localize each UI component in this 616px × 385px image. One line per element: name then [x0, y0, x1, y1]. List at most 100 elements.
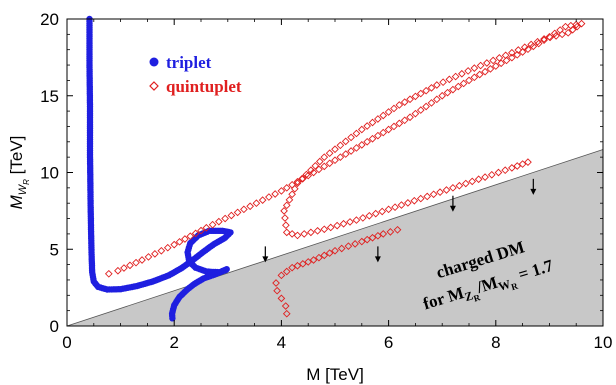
point-quintuplet [151, 250, 159, 258]
point-quintuplet [368, 118, 377, 127]
point-quintuplet [423, 192, 432, 201]
point-quintuplet [406, 95, 414, 104]
point-quintuplet [246, 202, 254, 211]
point-quintuplet [411, 92, 420, 101]
point-quintuplet [170, 240, 179, 249]
point-quintuplet [315, 253, 323, 262]
point-quintuplet [558, 30, 566, 39]
point-quintuplet [384, 108, 393, 116]
point-quintuplet [410, 196, 419, 205]
down-arrow-head [262, 256, 269, 263]
point-quintuplet [311, 162, 320, 170]
point-quintuplet [561, 22, 570, 31]
point-quintuplet [293, 261, 302, 270]
point-quintuplet [474, 175, 483, 184]
point-quintuplet [487, 170, 496, 179]
point-quintuplet [384, 125, 393, 134]
y-label-main: M [7, 194, 26, 209]
x-tick-label: 0 [62, 333, 71, 352]
point-quintuplet [363, 235, 371, 244]
point-quintuplet [374, 131, 382, 140]
point-quintuplet [352, 144, 361, 152]
point-quintuplet [347, 133, 355, 142]
point-quintuplet [357, 237, 366, 246]
point-quintuplet [325, 159, 334, 168]
point-quintuplet [573, 22, 581, 31]
point-quintuplet [309, 168, 318, 177]
point-quintuplet [481, 67, 489, 76]
point-quintuplet [208, 220, 217, 229]
point-quintuplet [393, 225, 402, 234]
point-quintuplet [281, 214, 289, 222]
down-arrow-2 [449, 195, 456, 212]
series-quintuplet [104, 19, 586, 318]
point-quintuplet [325, 149, 334, 158]
point-quintuplet [359, 214, 367, 222]
point-quintuplet [494, 168, 503, 177]
point-quintuplet [427, 84, 436, 92]
point-quintuplet [400, 116, 409, 125]
point-quintuplet [406, 113, 414, 122]
point-quintuplet [481, 173, 489, 181]
point-quintuplet [320, 153, 329, 161]
point-quintuplet [491, 62, 500, 70]
point-quintuplet [464, 67, 472, 75]
point-quintuplet [513, 50, 522, 59]
point-quintuplet [163, 243, 172, 252]
point-quintuplet [331, 246, 339, 255]
point-quintuplet [282, 221, 290, 230]
point-quintuplet [300, 230, 309, 238]
down-arrow-0 [262, 246, 269, 263]
point-quintuplet [390, 122, 398, 131]
line2-subsub: R [472, 292, 482, 304]
point-quintuplet [351, 240, 359, 248]
point-quintuplet [378, 207, 387, 216]
line2-subsub2: R [510, 281, 520, 293]
point-quintuplet [339, 219, 348, 228]
point-quintuplet [475, 70, 484, 79]
point-quintuplet [508, 53, 516, 62]
point-quintuplet [422, 102, 430, 111]
point-quintuplet [293, 179, 302, 188]
point-quintuplet [282, 228, 291, 237]
point-quintuplet [280, 207, 288, 215]
point-quintuplet [449, 85, 457, 94]
point-quintuplet [273, 286, 281, 295]
point-quintuplet [524, 45, 532, 54]
point-quintuplet [282, 201, 291, 210]
point-quintuplet [341, 150, 350, 158]
point-quintuplet [288, 190, 296, 199]
legend-marker-triplet [149, 57, 159, 67]
y-tick-label: 10 [40, 164, 59, 183]
point-quintuplet [186, 232, 195, 241]
point-quintuplet [326, 223, 335, 232]
point-quintuplet [374, 231, 382, 240]
point-quintuplet [395, 119, 404, 128]
excluded-region-boundary [66, 149, 604, 327]
point-quintuplet [508, 48, 516, 57]
point-quintuplet [288, 230, 296, 238]
point-quintuplet [461, 179, 470, 188]
point-quintuplet [302, 170, 311, 179]
point-quintuplet [304, 258, 313, 266]
point-quintuplet [411, 109, 420, 118]
arrows-layer [262, 178, 537, 263]
point-quintuplet [438, 91, 447, 100]
point-quintuplet [282, 309, 291, 318]
point-quintuplet [546, 33, 554, 42]
point-quintuplet [288, 263, 296, 272]
point-quintuplet [132, 258, 140, 267]
point-quintuplet [282, 267, 291, 276]
point-quintuplet [422, 86, 430, 95]
point-quintuplet [293, 231, 302, 240]
point-quintuplet [379, 230, 388, 238]
point-quintuplet [556, 26, 564, 34]
point-quintuplet [568, 25, 577, 34]
y-axis-label: MWR [TeV] [7, 136, 31, 210]
point-quintuplet [309, 256, 318, 264]
point-quintuplet [454, 82, 463, 91]
point-quintuplet [534, 39, 543, 48]
y-tick-label: 20 [40, 10, 59, 29]
point-quintuplet [391, 203, 399, 212]
point-quintuplet [458, 69, 466, 78]
